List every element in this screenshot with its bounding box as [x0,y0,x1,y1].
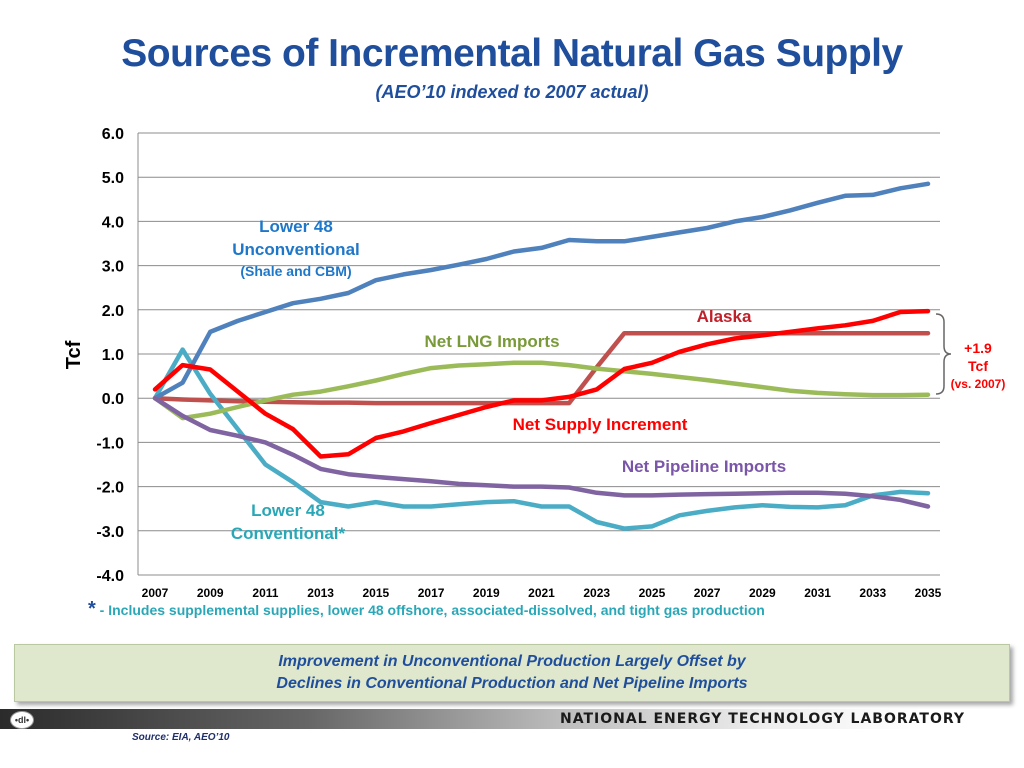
brace [935,313,952,395]
label-conventional-line2: Conventional* [231,524,346,543]
callout-line2: Declines in Conventional Production and … [276,675,748,692]
x-tick-label: 2019 [473,586,500,600]
lab-name: NATIONAL ENERGY TECHNOLOGY LABORATORY [560,711,965,727]
y-tick-label: -1.0 [96,435,124,452]
y-tick-label: 3.0 [102,259,124,276]
x-tick-label: 2009 [197,586,224,600]
series-lines [152,181,931,531]
brace-label-line2: Tcf [968,358,988,374]
label-unconventional-line1: Lower 48 [259,217,333,236]
y-tick-labels: 6.0 5.0 4.0 3.0 2.0 1.0 0.0 -1.0 -2.0 -3.0 -4.0 [96,126,124,585]
chart-subtitle: (AEO’10 indexed to 2007 actual) [375,82,649,102]
netl-logo-icon: •dl• [10,711,34,729]
label-alaska: Alaska [697,307,752,326]
y-tick-label: -4.0 [96,568,124,585]
x-tick-label: 2021 [528,586,555,600]
brace-label-line1: +1.9 [964,340,992,356]
annotations: Lower 48 Unconventional (Shale and CBM) … [231,217,786,543]
label-unconventional-line3: (Shale and CBM) [240,263,351,279]
footer-bar [0,709,1024,729]
source-note: Source: EIA, AEO’10 [132,732,230,743]
label-net-supply: Net Supply Increment [513,415,688,434]
label-conventional-line1: Lower 48 [251,501,325,520]
series-line-net-supply-increment [152,308,931,459]
label-lng: Net LNG Imports [424,332,559,351]
y-tick-label: 4.0 [102,214,124,231]
x-tick-label: 2031 [804,586,831,600]
chart-title: Sources of Incremental Natural Gas Suppl… [121,32,903,75]
y-tick-label: 6.0 [102,126,124,143]
y-tick-label: 5.0 [102,170,124,187]
y-tick-label: -3.0 [96,524,124,541]
series-line-net-lng-imports [152,360,931,421]
x-tick-label: 2025 [639,586,666,600]
footnote: * - Includes supplemental supplies, lowe… [88,598,765,621]
x-tick-label: 2007 [142,586,169,600]
x-tick-label: 2011 [252,586,278,600]
footnote-text: - Includes supplemental supplies, lower … [95,602,765,618]
series-line-alaska [152,330,931,406]
y-tick-label: 2.0 [102,303,124,320]
brace-label-line3: (vs. 2007) [951,377,1006,391]
x-tick-label: 2017 [418,586,445,600]
x-tick-label: 2035 [915,586,942,600]
x-tick-label: 2023 [583,586,610,600]
label-unconventional-line2: Unconventional [232,240,360,259]
y-axis-label: Tcf [63,340,85,369]
x-tick-label: 2029 [749,586,776,600]
footnote-star: * [88,598,96,620]
series-line-lower-48-unconventional [152,181,931,401]
label-pipeline: Net Pipeline Imports [622,457,786,476]
x-tick-label: 2033 [859,586,886,600]
x-tick-label: 2015 [363,586,390,600]
y-tick-label: 0.0 [102,391,124,408]
x-tick-label: 2027 [694,586,721,600]
brace-annotation: +1.9 Tcf (vs. 2007) [951,340,1006,391]
series-line-lower-48-conventional [152,347,931,531]
series-line-net-pipeline-imports [152,395,931,509]
x-tick-label: 2013 [307,586,334,600]
y-tick-label: 1.0 [102,347,124,364]
y-tick-label: -2.0 [96,480,124,497]
takeaway-callout: Improvement in Unconventional Production… [14,644,1010,702]
callout-line1: Improvement in Unconventional Production… [278,653,746,670]
x-tick-labels: 2007 2009 2011 2013 2015 2017 2019 2021 2023 2025… [142,586,942,600]
